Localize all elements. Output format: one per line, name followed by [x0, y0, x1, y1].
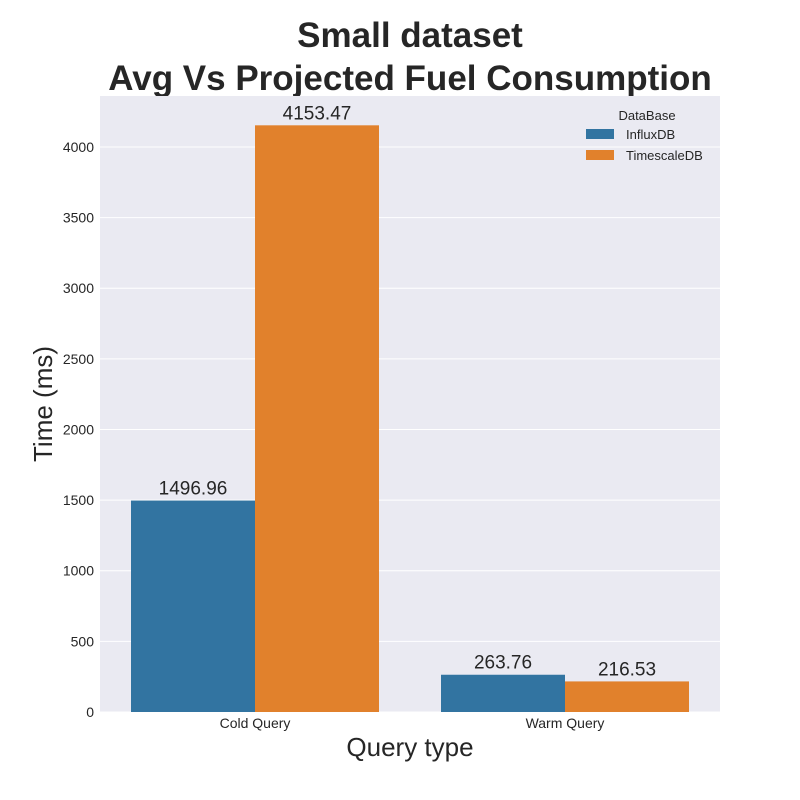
y-tick-label: 4000: [63, 139, 94, 155]
y-axis-label: Time (ms): [28, 346, 58, 462]
bar-influxdb: [131, 500, 255, 712]
legend-label: TimescaleDB: [626, 148, 703, 163]
legend-label: InfluxDB: [626, 127, 675, 142]
bar-timescaledb: [255, 125, 379, 712]
y-tick-label: 3500: [63, 210, 94, 226]
y-tick-label: 1500: [63, 492, 94, 508]
bar-timescaledb: [565, 681, 689, 712]
y-tick-label: 3000: [63, 280, 94, 296]
x-axis-ticks: Cold Query Warm Query: [220, 715, 605, 731]
data-label: 216.53: [598, 659, 656, 680]
x-tick-label: Cold Query: [220, 715, 291, 731]
y-tick-label: 500: [71, 633, 95, 649]
bars: [131, 125, 689, 712]
chart-title: Small dataset Avg Vs Projected Fuel Cons…: [0, 14, 800, 100]
legend-swatch-influxdb: [586, 129, 614, 139]
y-tick-label: 1000: [63, 563, 94, 579]
data-label: 263.76: [474, 653, 532, 674]
data-label: 4153.47: [283, 103, 352, 124]
y-tick-label: 0: [86, 704, 94, 720]
x-tick-label: Warm Query: [526, 715, 605, 731]
data-labels: 1496.96 4153.47 263.76 216.53: [159, 103, 656, 680]
y-tick-label: 2000: [63, 421, 94, 437]
x-axis-label: Query type: [346, 732, 473, 762]
data-label: 1496.96: [159, 479, 228, 500]
legend: DataBase InfluxDB TimescaleDB: [586, 108, 703, 163]
y-axis-ticks: 0 500 1000 1500 2000 2500 3000 3500 4000: [63, 139, 94, 720]
y-tick-label: 2500: [63, 351, 94, 367]
chart-title-line-1: Small dataset: [297, 16, 523, 55]
legend-title: DataBase: [618, 108, 675, 123]
legend-swatch-timescaledb: [586, 150, 614, 160]
chart-title-line-2: Avg Vs Projected Fuel Consumption: [108, 59, 712, 98]
bar-influxdb: [441, 674, 565, 712]
